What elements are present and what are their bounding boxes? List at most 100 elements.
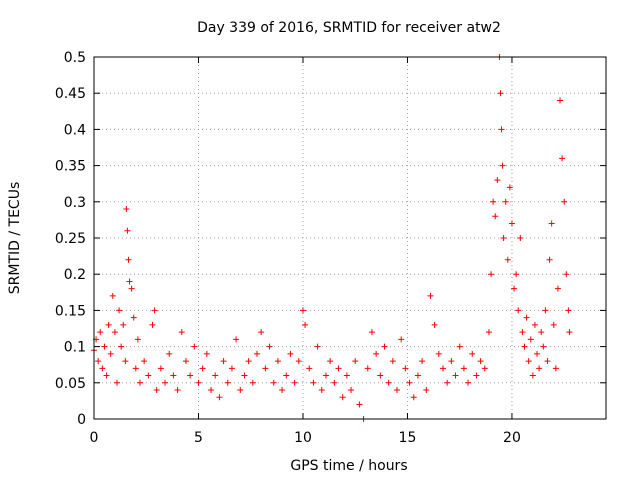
- data-point: [389, 358, 396, 365]
- data-point: [368, 329, 375, 336]
- y-axis-title: SRMTID / TECUs: [7, 182, 23, 295]
- data-point: [531, 321, 538, 328]
- data-point: [529, 372, 536, 379]
- data-point: [182, 358, 189, 365]
- data-point: [124, 227, 131, 234]
- y-tick-label: 0.45: [55, 86, 86, 102]
- data-point: [435, 350, 442, 357]
- data-point: [111, 329, 118, 336]
- data-point: [381, 343, 388, 350]
- data-point: [465, 379, 472, 386]
- data-point: [233, 336, 240, 343]
- data-point: [364, 365, 371, 372]
- data-point: [258, 329, 265, 336]
- data-point: [554, 285, 561, 292]
- data-point: [373, 350, 380, 357]
- data-point: [149, 321, 156, 328]
- chart-title: Day 339 of 2016, SRMTID for receiver atw…: [197, 20, 501, 36]
- data-point: [126, 278, 133, 285]
- data-point: [550, 321, 557, 328]
- y-tick-label: 0.1: [64, 340, 86, 356]
- data-point: [302, 321, 309, 328]
- data-point: [295, 358, 302, 365]
- data-point: [339, 394, 346, 401]
- data-point: [136, 379, 143, 386]
- data-point: [552, 365, 559, 372]
- data-point: [141, 358, 148, 365]
- data-point: [566, 329, 573, 336]
- x-tick-label: 20: [503, 430, 521, 446]
- data-point: [245, 358, 252, 365]
- data-point: [348, 387, 355, 394]
- y-tick-label: 0.35: [55, 159, 86, 175]
- data-point: [254, 350, 261, 357]
- data-point: [398, 336, 405, 343]
- data-point: [208, 387, 215, 394]
- data-point: [502, 198, 509, 205]
- data-point: [561, 198, 568, 205]
- data-point: [99, 365, 106, 372]
- data-point: [166, 350, 173, 357]
- data-point: [548, 220, 555, 227]
- data-point: [536, 365, 543, 372]
- data-point: [352, 358, 359, 365]
- data-point: [274, 358, 281, 365]
- data-point: [499, 162, 506, 169]
- data-point: [153, 387, 160, 394]
- data-point: [109, 292, 116, 299]
- data-point: [546, 256, 553, 263]
- data-point: [191, 343, 198, 350]
- data-point: [262, 365, 269, 372]
- data-point: [195, 379, 202, 386]
- data-point: [460, 365, 467, 372]
- data-point: [335, 365, 342, 372]
- x-tick-label: 10: [294, 430, 312, 446]
- data-point: [118, 343, 125, 350]
- data-point: [498, 126, 505, 133]
- data-point: [299, 307, 306, 314]
- data-point: [492, 213, 499, 220]
- data-point: [291, 379, 298, 386]
- data-point: [120, 321, 127, 328]
- data-point: [306, 365, 313, 372]
- data-point: [105, 321, 112, 328]
- data-point: [241, 372, 248, 379]
- data-point: [419, 358, 426, 365]
- data-point: [170, 372, 177, 379]
- data-point: [448, 358, 455, 365]
- data-point: [310, 379, 317, 386]
- data-point: [427, 292, 434, 299]
- data-point: [523, 314, 530, 321]
- data-point: [506, 184, 513, 191]
- x-tick-label: 15: [399, 430, 417, 446]
- data-point: [216, 394, 223, 401]
- data-point: [377, 372, 384, 379]
- plot-frame: [93, 56, 607, 420]
- data-point: [402, 365, 409, 372]
- y-tick-label: 0.25: [55, 231, 86, 247]
- data-point: [481, 365, 488, 372]
- data-point: [538, 329, 545, 336]
- data-point: [508, 220, 515, 227]
- axis-ticks: 0 0.05 0.1 0.15 0.2 0.25 0.3 0.35 0.4 0.45 0.5 0 5 10…: [55, 50, 606, 446]
- data-point: [527, 336, 534, 343]
- data-point: [279, 387, 286, 394]
- data-point: [473, 372, 480, 379]
- data-point: [504, 256, 511, 263]
- data-point: [494, 177, 501, 184]
- data-point: [414, 372, 421, 379]
- data-point: [95, 358, 102, 365]
- data-point: [157, 365, 164, 372]
- data-point: [212, 372, 219, 379]
- data-point: [318, 387, 325, 394]
- data-point: [534, 350, 541, 357]
- data-point: [519, 329, 526, 336]
- data-point: [287, 350, 294, 357]
- data-point: [477, 358, 484, 365]
- data-point: [125, 256, 132, 263]
- data-point: [228, 365, 235, 372]
- data-point: [327, 358, 334, 365]
- data-point: [122, 358, 129, 365]
